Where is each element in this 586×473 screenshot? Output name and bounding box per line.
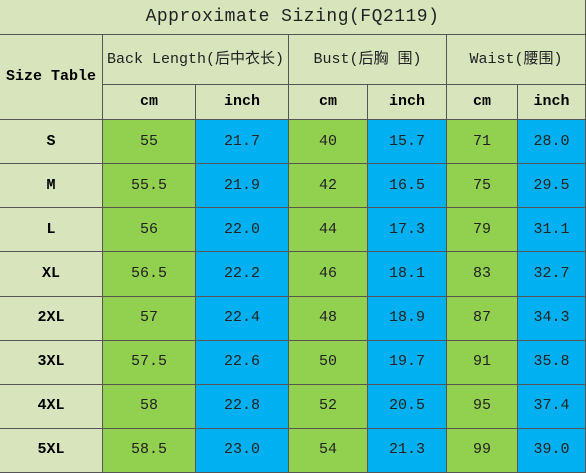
measurement: 16.5 xyxy=(368,164,447,209)
measurement: 57 xyxy=(103,296,196,341)
measurement: 19.7 xyxy=(368,340,447,385)
measurement: 21.7 xyxy=(196,120,289,165)
measurement: 83 xyxy=(447,252,518,297)
measurement: 56 xyxy=(103,208,196,253)
size-label: 4XL xyxy=(0,384,103,429)
unit-header: inch xyxy=(196,85,289,120)
measurement: 95 xyxy=(447,384,518,429)
measurement: 28.0 xyxy=(518,120,586,165)
measurement: 46 xyxy=(289,252,368,297)
measurement: 79 xyxy=(447,208,518,253)
measurement: 58 xyxy=(103,384,196,429)
measurement: 22.0 xyxy=(196,208,289,253)
measurement: 32.7 xyxy=(518,252,586,297)
size-label: 2XL xyxy=(0,296,103,341)
unit-header: cm xyxy=(289,85,368,120)
measurement: 52 xyxy=(289,384,368,429)
measurement: 15.7 xyxy=(368,120,447,165)
measurement: 50 xyxy=(289,340,368,385)
measurement: 56.5 xyxy=(103,252,196,297)
measurement: 22.8 xyxy=(196,384,289,429)
measurement: 54 xyxy=(289,428,368,473)
measurement: 55 xyxy=(103,120,196,165)
measurement: 91 xyxy=(447,340,518,385)
unit-header: cm xyxy=(103,85,196,120)
size-label: M xyxy=(0,164,103,209)
measurement: 29.5 xyxy=(518,164,586,209)
measurement: 22.4 xyxy=(196,296,289,341)
size-label: XL xyxy=(0,252,103,297)
measurement: 20.5 xyxy=(368,384,447,429)
measurement: 55.5 xyxy=(103,164,196,209)
measurement: 40 xyxy=(289,120,368,165)
measurement: 18.1 xyxy=(368,252,447,297)
unit-header: inch xyxy=(518,85,586,120)
size-table-header: Size Table xyxy=(0,35,103,120)
measurement: 22.6 xyxy=(196,340,289,385)
table-title: Approximate Sizing(FQ2119) xyxy=(0,0,586,35)
measurement: 34.3 xyxy=(518,296,586,341)
measurement: 42 xyxy=(289,164,368,209)
size-label: L xyxy=(0,208,103,253)
measurement: 22.2 xyxy=(196,252,289,297)
measurement: 17.3 xyxy=(368,208,447,253)
measurement: 57.5 xyxy=(103,340,196,385)
measurement: 44 xyxy=(289,208,368,253)
measurement: 71 xyxy=(447,120,518,165)
unit-header: cm xyxy=(447,85,518,120)
group-header: Bust(后胸 围) xyxy=(289,35,447,85)
measurement: 48 xyxy=(289,296,368,341)
measurement: 58.5 xyxy=(103,428,196,473)
group-header: Back Length(后中衣长) xyxy=(103,35,289,85)
measurement: 18.9 xyxy=(368,296,447,341)
measurement: 75 xyxy=(447,164,518,209)
measurement: 21.3 xyxy=(368,428,447,473)
size-label: 3XL xyxy=(0,340,103,385)
measurement: 35.8 xyxy=(518,340,586,385)
measurement: 23.0 xyxy=(196,428,289,473)
unit-header: inch xyxy=(368,85,447,120)
size-label: S xyxy=(0,120,103,165)
measurement: 37.4 xyxy=(518,384,586,429)
measurement: 21.9 xyxy=(196,164,289,209)
group-header: Waist(腰围) xyxy=(447,35,586,85)
measurement: 31.1 xyxy=(518,208,586,253)
measurement: 39.0 xyxy=(518,428,586,473)
measurement: 99 xyxy=(447,428,518,473)
size-label: 5XL xyxy=(0,428,103,473)
measurement: 87 xyxy=(447,296,518,341)
